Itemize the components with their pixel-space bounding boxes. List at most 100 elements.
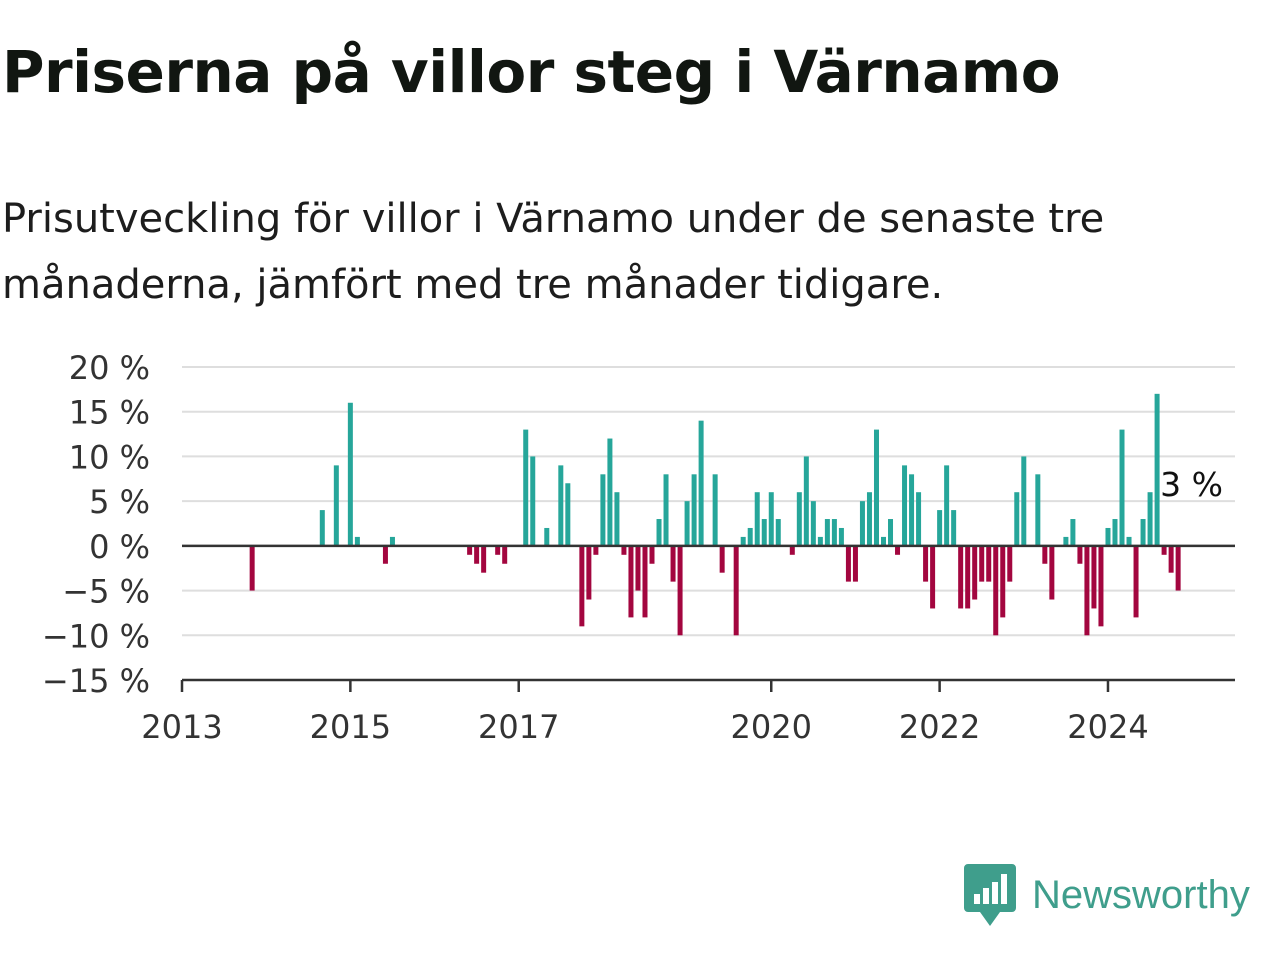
y-tick-label: −5 % [62, 573, 150, 611]
bar [467, 545, 473, 555]
bar [958, 545, 964, 609]
bar [1161, 545, 1167, 555]
bar [852, 545, 858, 582]
bar [1077, 545, 1083, 564]
bar [775, 519, 781, 546]
bar [888, 519, 894, 546]
bar [389, 536, 395, 546]
page-subtitle: Prisutveckling för villor i Värnamo unde… [2, 196, 1105, 308]
bar [930, 545, 936, 609]
bar [831, 519, 837, 546]
bar [1175, 545, 1181, 591]
bar [333, 465, 339, 546]
bar [382, 545, 388, 564]
bars [249, 393, 1181, 636]
x-tick-label: 2017 [478, 708, 559, 746]
bar [817, 536, 823, 546]
bar [719, 545, 725, 573]
bar [502, 545, 508, 564]
bar [495, 545, 501, 555]
annotation-label: 3 % [1160, 465, 1223, 504]
y-axis-labels: 20 % 15 % 10 % 5 % 0 % −5 % −10 % −15 % [42, 349, 150, 700]
bar [670, 545, 676, 582]
bar [916, 492, 922, 546]
bar [1007, 545, 1013, 582]
bar [1147, 492, 1153, 546]
bar [761, 519, 767, 546]
bar [1098, 545, 1104, 627]
grid-lines [182, 366, 1235, 637]
bar [565, 483, 571, 546]
bar [1021, 456, 1027, 546]
bar [1042, 545, 1048, 564]
x-tick-label: 2020 [731, 708, 812, 746]
y-tick-label: 15 % [69, 394, 150, 432]
bar [1168, 545, 1174, 573]
bar [530, 456, 536, 546]
bar [1063, 536, 1069, 546]
y-tick-label: 5 % [89, 483, 150, 521]
bar [993, 545, 999, 636]
bar [684, 501, 690, 546]
bar [754, 492, 760, 546]
bar [1035, 474, 1041, 546]
brand-name: Newsworthy [1032, 872, 1250, 917]
bar [1140, 519, 1146, 546]
bar [803, 456, 809, 546]
y-tick-label: 20 % [69, 349, 150, 387]
bar [481, 545, 487, 573]
x-tick-label: 2024 [1067, 708, 1148, 746]
bar [838, 527, 844, 546]
y-tick-label: −10 % [42, 617, 150, 655]
bar [593, 545, 599, 555]
bar [873, 429, 879, 546]
bar [923, 545, 929, 582]
page-title: Priserna på villor steg i Värnamo [2, 38, 1061, 106]
bar [354, 536, 360, 546]
bar [656, 519, 662, 546]
bar [810, 501, 816, 546]
bar [663, 474, 669, 546]
bar [1014, 492, 1020, 546]
bar [544, 527, 550, 546]
bar [747, 527, 753, 546]
bar [691, 474, 697, 546]
bar [1119, 429, 1125, 546]
bar [347, 402, 353, 546]
bar [635, 545, 641, 591]
y-tick-label: 10 % [69, 438, 150, 476]
bar [1133, 545, 1139, 618]
bar [1091, 545, 1097, 609]
bar [579, 545, 585, 627]
bar [1154, 393, 1160, 546]
x-tick-label: 2015 [310, 708, 391, 746]
bar [768, 492, 774, 546]
bar [1070, 519, 1076, 546]
bar [824, 519, 830, 546]
bar [951, 510, 957, 546]
bar [607, 438, 613, 546]
bar [600, 474, 606, 546]
bar [614, 492, 620, 546]
bar [796, 492, 802, 546]
y-tick-label: 0 % [89, 528, 150, 566]
bar [558, 465, 564, 546]
bar [1105, 527, 1111, 546]
annotations: 3 % [1160, 465, 1223, 504]
bar [1112, 519, 1118, 546]
bar [902, 465, 908, 546]
bar [1126, 536, 1132, 546]
bar [944, 465, 950, 546]
bar [712, 474, 718, 546]
bar [319, 510, 325, 546]
bar-chart: 20 %15 %10 %5 %0 %−5 %−10 %−15 % 2013 201… [42, 349, 1235, 746]
bar [979, 545, 985, 582]
newsworthy-logo-icon [964, 864, 1016, 926]
bar [740, 536, 746, 546]
bar [1049, 545, 1055, 600]
bar [859, 501, 865, 546]
axes [180, 544, 1235, 692]
bar [965, 545, 971, 609]
bar [972, 545, 978, 600]
bar [698, 420, 704, 546]
